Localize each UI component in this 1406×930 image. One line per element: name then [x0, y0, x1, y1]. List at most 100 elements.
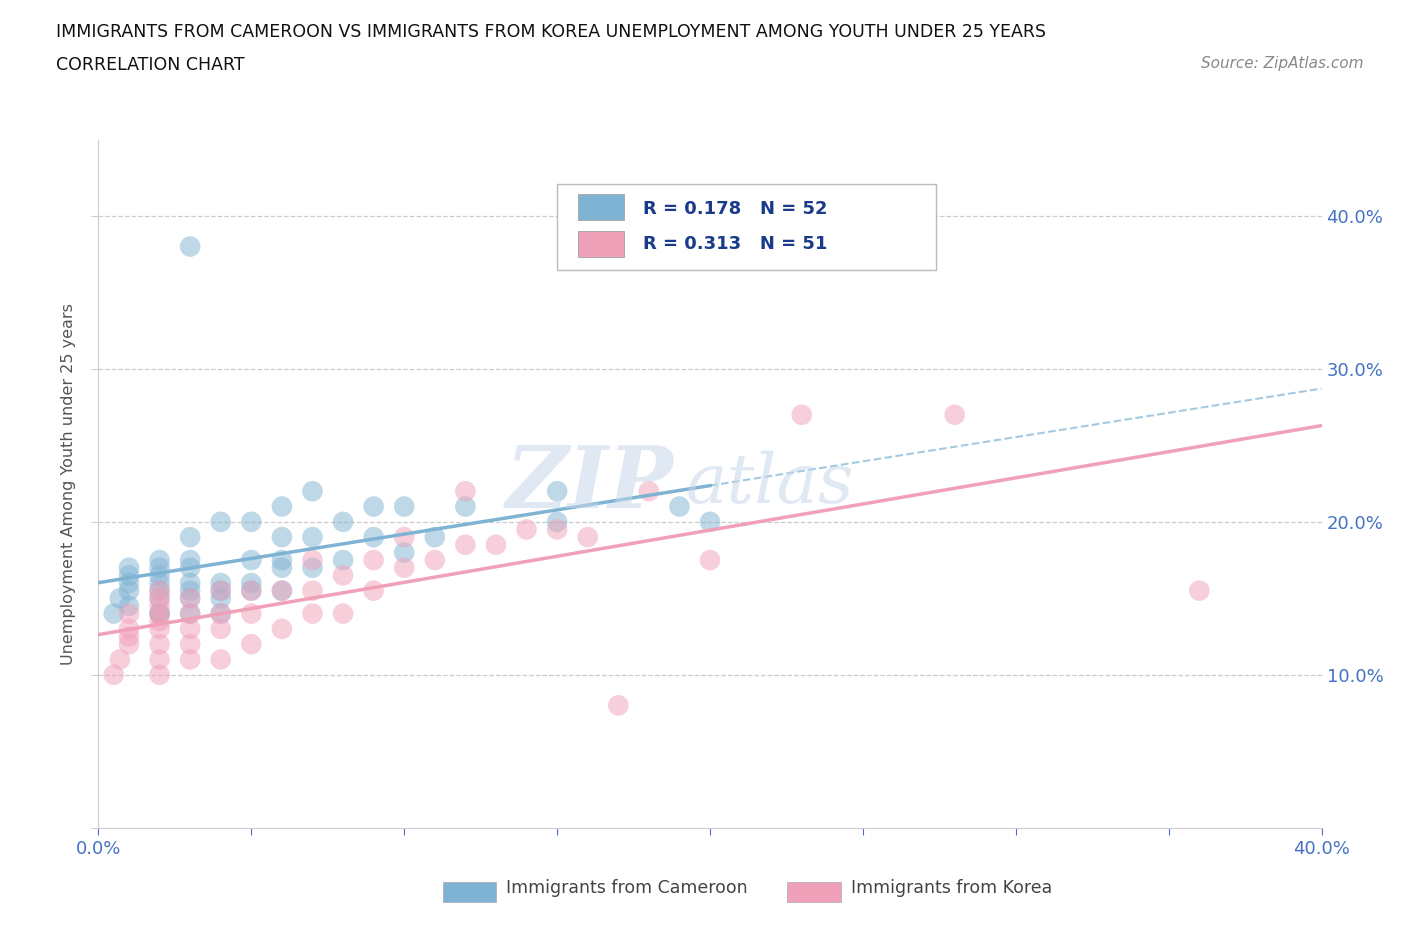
Point: [546, 484, 568, 498]
Point: [149, 637, 172, 652]
Point: [270, 552, 292, 567]
Point: [179, 591, 201, 605]
Point: [516, 522, 538, 537]
Point: [240, 583, 263, 598]
Point: [179, 606, 201, 621]
Point: [149, 606, 172, 621]
Text: R = 0.313   N = 51: R = 0.313 N = 51: [643, 235, 827, 253]
Point: [179, 576, 201, 591]
Point: [637, 484, 661, 498]
Text: IMMIGRANTS FROM CAMEROON VS IMMIGRANTS FROM KOREA UNEMPLOYMENT AMONG YOUTH UNDER: IMMIGRANTS FROM CAMEROON VS IMMIGRANTS F…: [56, 23, 1046, 41]
Text: ZIP: ZIP: [506, 442, 673, 525]
Point: [149, 591, 172, 605]
Point: [301, 484, 323, 498]
Point: [332, 552, 354, 567]
Point: [1188, 583, 1211, 598]
Point: [149, 583, 172, 598]
Point: [392, 530, 416, 545]
Point: [179, 637, 201, 652]
Point: [118, 621, 141, 636]
Text: Immigrants from Cameroon: Immigrants from Cameroon: [506, 879, 748, 897]
Point: [149, 668, 172, 683]
Point: [118, 583, 141, 598]
Point: [118, 576, 141, 591]
Point: [392, 499, 416, 514]
Point: [209, 514, 232, 529]
Point: [240, 514, 263, 529]
Point: [209, 652, 232, 667]
Point: [149, 576, 172, 591]
Point: [363, 499, 385, 514]
Point: [108, 591, 131, 605]
Point: [149, 606, 172, 621]
Point: [179, 552, 201, 567]
Point: [179, 560, 201, 575]
Point: [149, 568, 172, 583]
FancyBboxPatch shape: [557, 184, 936, 271]
Point: [209, 583, 232, 598]
Point: [149, 652, 172, 667]
Point: [301, 560, 323, 575]
Point: [240, 552, 263, 567]
Point: [209, 591, 232, 605]
Point: [301, 552, 323, 567]
FancyBboxPatch shape: [578, 231, 624, 257]
FancyBboxPatch shape: [578, 194, 624, 220]
Point: [209, 583, 232, 598]
Point: [546, 522, 568, 537]
Point: [270, 530, 292, 545]
Point: [546, 514, 568, 529]
Point: [149, 606, 172, 621]
Point: [485, 538, 508, 552]
Point: [607, 698, 630, 712]
Point: [118, 560, 141, 575]
Point: [149, 560, 172, 575]
Point: [363, 530, 385, 545]
Point: [332, 606, 354, 621]
Point: [118, 629, 141, 644]
Point: [363, 583, 385, 598]
Point: [149, 621, 172, 636]
Point: [270, 499, 292, 514]
Point: [363, 552, 385, 567]
Point: [179, 652, 201, 667]
Point: [270, 621, 292, 636]
Point: [392, 545, 416, 560]
Point: [149, 552, 172, 567]
Point: [149, 614, 172, 629]
Point: [108, 652, 131, 667]
Point: [301, 606, 323, 621]
Point: [423, 530, 446, 545]
Point: [392, 560, 416, 575]
Point: [423, 552, 446, 567]
Text: CORRELATION CHART: CORRELATION CHART: [56, 56, 245, 73]
Text: Source: ZipAtlas.com: Source: ZipAtlas.com: [1201, 56, 1364, 71]
Point: [209, 576, 232, 591]
Text: atlas: atlas: [686, 450, 853, 517]
Text: R = 0.178   N = 52: R = 0.178 N = 52: [643, 200, 827, 218]
Point: [454, 538, 477, 552]
Point: [118, 568, 141, 583]
Point: [668, 499, 690, 514]
Point: [576, 530, 599, 545]
Point: [332, 514, 354, 529]
Point: [301, 530, 323, 545]
Point: [332, 568, 354, 583]
Point: [454, 499, 477, 514]
Point: [103, 606, 125, 621]
Point: [943, 407, 966, 422]
Point: [790, 407, 813, 422]
Point: [118, 637, 141, 652]
Point: [270, 560, 292, 575]
Point: [240, 606, 263, 621]
Point: [149, 591, 172, 605]
Point: [270, 583, 292, 598]
Point: [209, 606, 232, 621]
Point: [103, 668, 125, 683]
Point: [240, 583, 263, 598]
Point: [118, 606, 141, 621]
Point: [179, 591, 201, 605]
Point: [240, 576, 263, 591]
Point: [179, 530, 201, 545]
Point: [149, 599, 172, 614]
